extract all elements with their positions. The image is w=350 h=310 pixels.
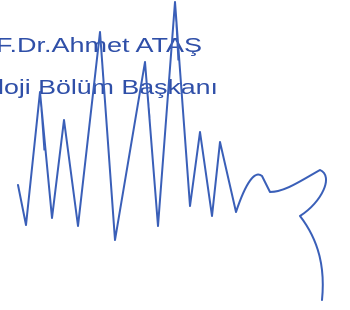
signature-stroke — [40, 2, 178, 150]
page: F.Dr.Ahmet ATAŞ loji Bölüm Başkanı (() =… — [0, 0, 350, 310]
signature-area: F.Dr.Ahmet ATAŞ loji Bölüm Başkanı — [0, 0, 350, 310]
signer-title: loji Bölüm Başkanı — [0, 77, 218, 99]
